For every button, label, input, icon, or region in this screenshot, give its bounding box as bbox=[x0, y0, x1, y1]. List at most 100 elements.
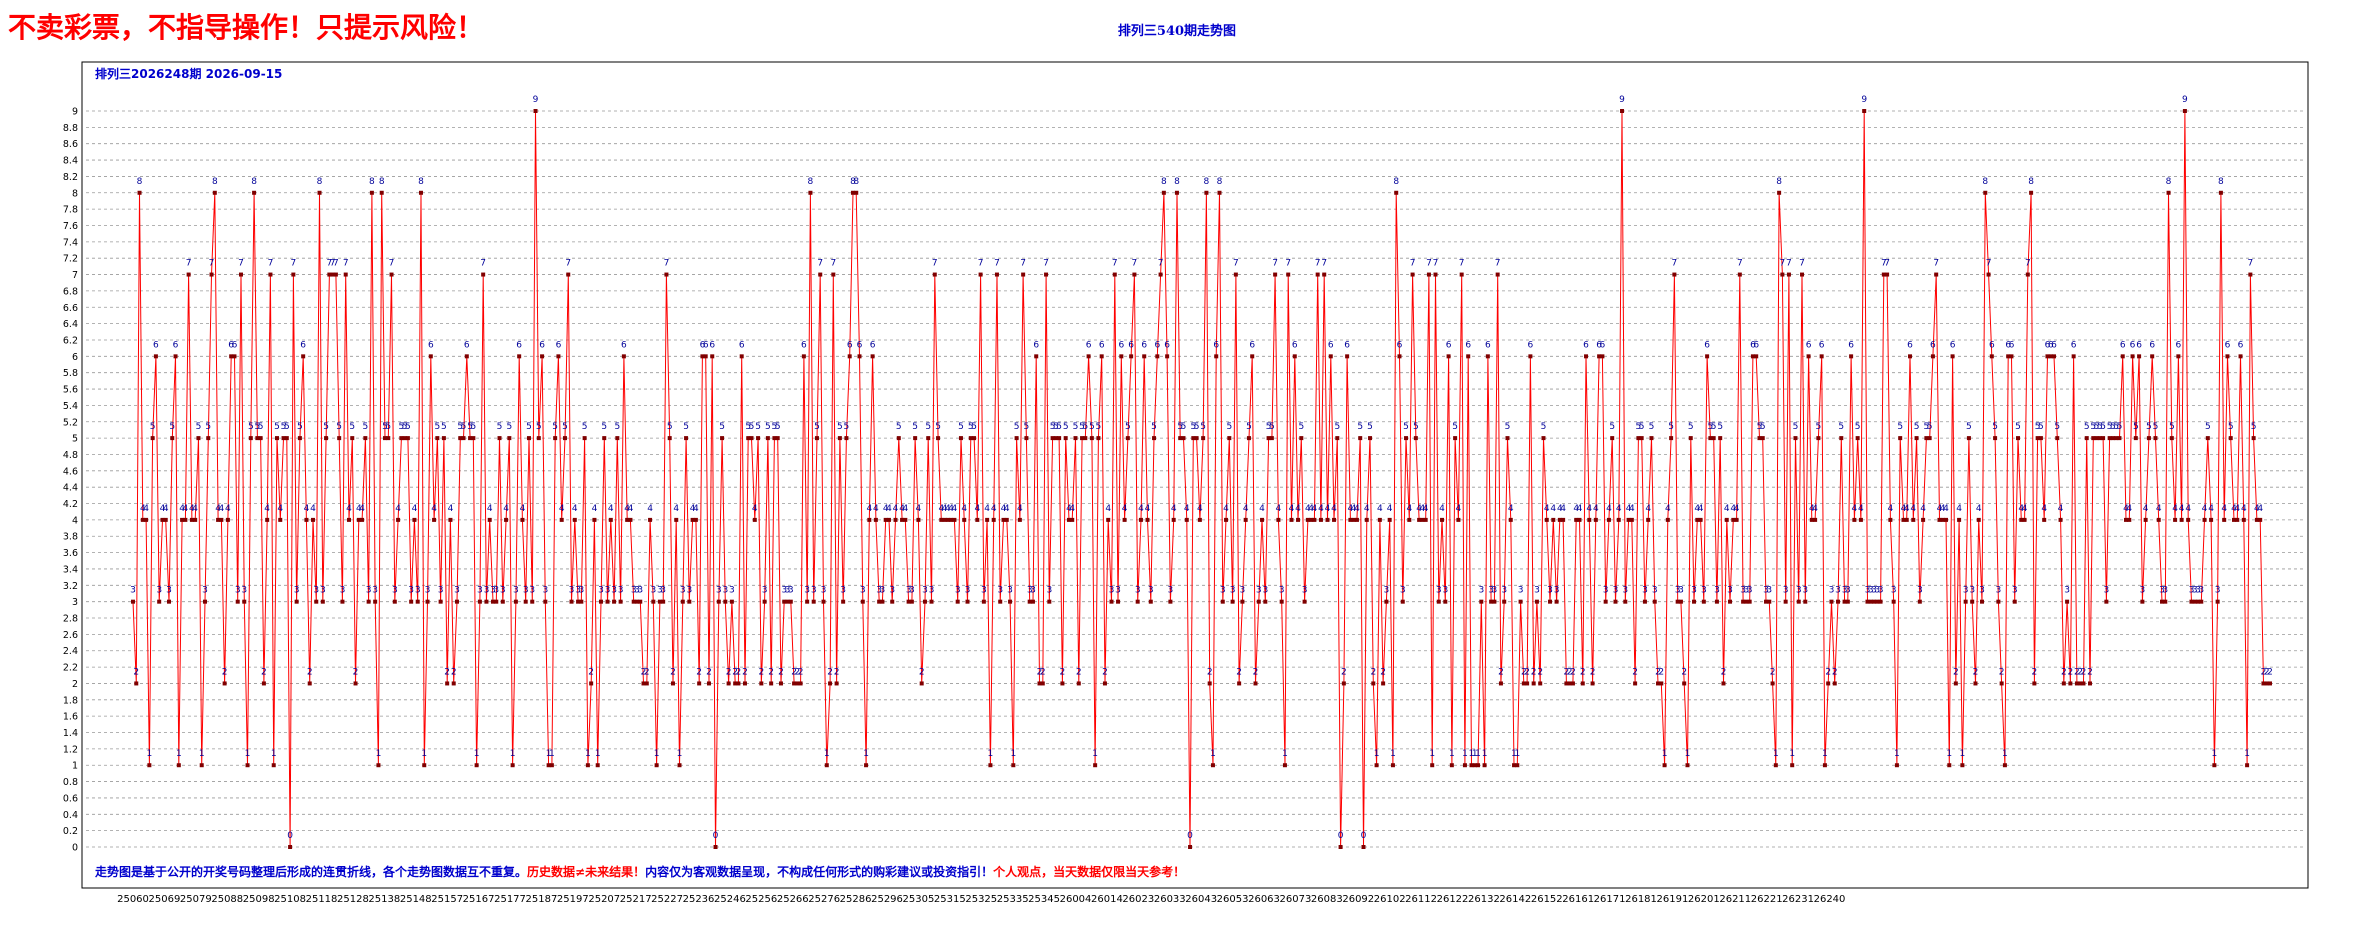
data-value-label: 3 bbox=[1652, 586, 1658, 596]
data-value-label: 4 bbox=[1348, 504, 1354, 514]
data-value-label: 4 bbox=[143, 504, 149, 514]
data-value-label: 3 bbox=[294, 586, 300, 596]
data-value-label: 5 bbox=[470, 422, 476, 432]
x-tick-label: 25345 bbox=[1028, 894, 1060, 905]
data-value-label: 4 bbox=[893, 504, 899, 514]
data-value-label: 3 bbox=[686, 586, 692, 596]
data-point bbox=[608, 517, 613, 522]
data-point bbox=[932, 272, 937, 277]
data-point bbox=[1273, 272, 1278, 277]
data-value-label: 7 bbox=[1433, 259, 1439, 269]
data-point bbox=[1338, 845, 1343, 849]
data-point bbox=[720, 436, 725, 441]
data-value-label: 4 bbox=[310, 504, 316, 514]
data-value-label: 6 bbox=[1033, 340, 1039, 350]
data-value-label: 7 bbox=[830, 259, 836, 269]
data-value-label: 8 bbox=[1161, 177, 1167, 187]
data-point bbox=[1741, 599, 1746, 604]
data-point bbox=[896, 436, 901, 441]
x-tick-label: 25305 bbox=[903, 894, 935, 905]
data-value-label: 1 bbox=[546, 749, 552, 759]
x-tick-label: 26191 bbox=[1657, 894, 1689, 905]
x-tick-label: 25118 bbox=[306, 894, 338, 905]
data-value-label: 6 bbox=[1328, 340, 1334, 350]
data-point bbox=[1793, 436, 1798, 441]
x-tick-label: 25148 bbox=[400, 894, 432, 905]
data-point bbox=[2097, 436, 2102, 441]
data-point bbox=[1770, 681, 1775, 686]
data-point bbox=[1567, 681, 1572, 686]
data-value-label: 5 bbox=[2117, 422, 2123, 432]
data-point bbox=[762, 599, 767, 604]
data-value-label: 6 bbox=[539, 340, 545, 350]
data-point bbox=[2140, 599, 2145, 604]
x-tick-label: 25108 bbox=[274, 894, 306, 905]
data-value-label: 7 bbox=[1043, 259, 1049, 269]
data-value-label: 6 bbox=[556, 340, 562, 350]
data-value-label: 3 bbox=[1554, 586, 1560, 596]
x-tick-label: 26112 bbox=[1405, 894, 1437, 905]
data-value-label: 7 bbox=[1884, 259, 1890, 269]
x-tick-label: 25236 bbox=[683, 894, 715, 905]
data-value-label: 6 bbox=[1397, 340, 1403, 350]
data-point bbox=[1646, 517, 1651, 522]
data-value-label: 6 bbox=[2136, 340, 2142, 350]
data-point bbox=[618, 599, 623, 604]
data-point bbox=[913, 436, 918, 441]
data-value-label: 2 bbox=[2077, 667, 2083, 677]
data-point bbox=[1963, 599, 1968, 604]
x-tick-label: 25207 bbox=[588, 894, 620, 905]
data-value-label: 3 bbox=[1868, 586, 1874, 596]
data-value-label: 5 bbox=[441, 422, 447, 432]
data-point bbox=[1060, 681, 1065, 686]
data-value-label: 5 bbox=[582, 422, 588, 432]
data-point bbox=[389, 272, 394, 277]
data-point bbox=[1309, 517, 1314, 522]
data-value-label: 1 bbox=[271, 749, 277, 759]
data-value-label: 4 bbox=[1423, 504, 1429, 514]
data-value-label: 3 bbox=[1115, 586, 1121, 596]
data-value-label: 1 bbox=[1472, 749, 1478, 759]
data-point bbox=[1816, 436, 1821, 441]
data-point bbox=[238, 272, 243, 277]
x-tick-label: 26231 bbox=[1782, 894, 1814, 905]
data-point bbox=[209, 272, 214, 277]
data-value-label: 2 bbox=[1537, 667, 1543, 677]
data-value-label: 8 bbox=[369, 177, 375, 187]
data-point bbox=[1930, 354, 1935, 359]
data-point bbox=[1633, 681, 1638, 686]
data-value-label: 3 bbox=[1796, 586, 1802, 596]
data-point bbox=[1688, 436, 1693, 441]
y-tick-label: 2.6 bbox=[63, 630, 78, 641]
data-point bbox=[1557, 517, 1562, 522]
data-value-label: 6 bbox=[870, 340, 876, 350]
data-value-label: 5 bbox=[1966, 422, 1972, 432]
data-point bbox=[955, 599, 960, 604]
data-point bbox=[1050, 436, 1055, 441]
data-value-label: 2 bbox=[1207, 667, 1213, 677]
data-point bbox=[2065, 599, 2070, 604]
data-point bbox=[2143, 517, 2148, 522]
x-tick-label: 25246 bbox=[714, 894, 746, 905]
data-value-label: 6 bbox=[228, 340, 234, 350]
data-value-label: 5 bbox=[1927, 422, 1933, 432]
x-tick-label: 26201 bbox=[1688, 894, 1720, 905]
data-value-label: 5 bbox=[745, 422, 751, 432]
data-value-label: 5 bbox=[1200, 422, 1206, 432]
data-value-label: 3 bbox=[2012, 586, 2018, 596]
data-value-label: 4 bbox=[2208, 504, 2214, 514]
data-value-label: 3 bbox=[425, 586, 431, 596]
data-point bbox=[1927, 436, 1932, 441]
data-point bbox=[1479, 599, 1484, 604]
x-tick-label: 26132 bbox=[1468, 894, 1500, 905]
data-value-label: 5 bbox=[1177, 422, 1183, 432]
data-point bbox=[1574, 517, 1579, 522]
data-value-label: 6 bbox=[2071, 340, 2077, 350]
data-point bbox=[405, 436, 410, 441]
data-point bbox=[893, 517, 898, 522]
data-value-label: 5 bbox=[323, 422, 329, 432]
data-point bbox=[386, 436, 391, 441]
data-value-label: 5 bbox=[150, 422, 156, 432]
data-point bbox=[353, 681, 358, 686]
data-point bbox=[1597, 354, 1602, 359]
